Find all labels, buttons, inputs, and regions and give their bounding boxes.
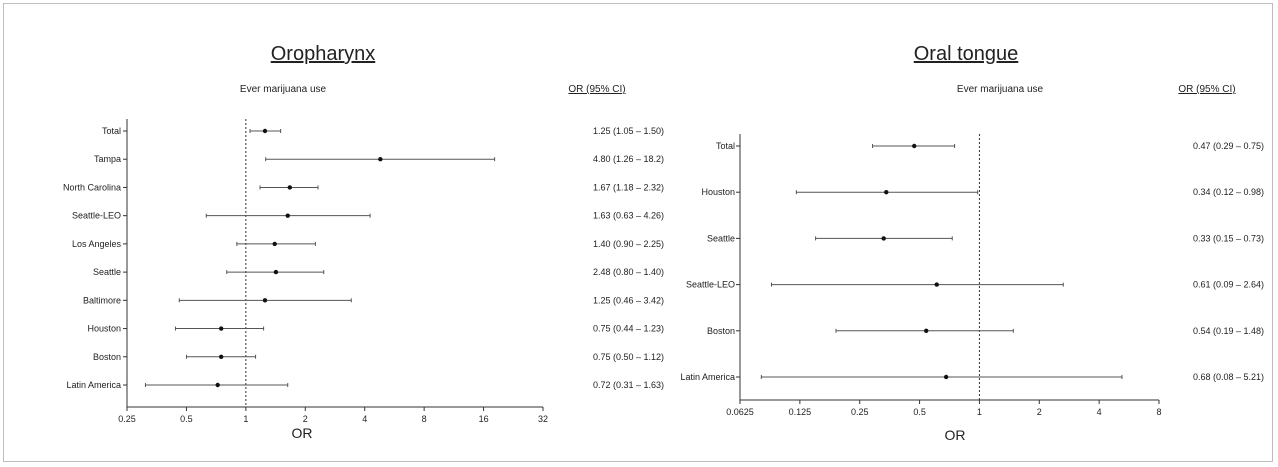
x-tick-label: 2 (1037, 407, 1042, 417)
or-ci-value: 0.54 (0.19 – 1.48) (1193, 326, 1264, 336)
x-tick-label: 1 (243, 414, 248, 424)
plot-area: 0.25 0.5 1 2 4 8 16 32 (118, 119, 548, 424)
x-tick-label: 0.125 (789, 407, 812, 417)
or-ci-value: 0.75 (0.50 – 1.12) (593, 352, 664, 362)
or-ci-column: 1.25 (1.05 – 1.50) 4.80 (1.26 – 18.2) 1.67… (593, 126, 664, 390)
x-tick-label: 4 (362, 414, 367, 424)
or-ci-value: 0.47 (0.29 – 0.75) (1193, 141, 1264, 151)
point-estimate (884, 190, 889, 195)
or-ci-header: OR (95% CI) (1178, 84, 1235, 95)
x-tick-label: 0.5 (180, 414, 193, 424)
category-label: Houston (701, 187, 735, 197)
point-estimate (262, 298, 268, 303)
panel-subtitle: Ever marijuana use (240, 84, 327, 95)
x-axis-label: OR (292, 425, 313, 441)
point-estimate (272, 241, 277, 247)
x-tick-label: 4 (1097, 407, 1102, 417)
or-ci-value: 1.25 (0.46 – 3.42) (593, 295, 664, 305)
point-estimate (218, 354, 224, 359)
or-ci-value: 0.33 (0.15 – 0.73) (1193, 233, 1264, 243)
x-tick-label: 32 (538, 414, 548, 424)
or-ci-value: 0.75 (0.44 – 1.23) (593, 324, 664, 334)
category-label: Seattle (707, 233, 735, 243)
or-ci-value: 0.61 (0.09 – 2.64) (1193, 280, 1264, 290)
point-estimate (215, 382, 220, 388)
point-estimate (287, 185, 293, 190)
x-tick-label: 16 (479, 414, 489, 424)
category-label: Houston (87, 324, 121, 334)
panel-title: Oral tongue (914, 43, 1019, 65)
or-ci-header: OR (95% CI) (568, 84, 625, 95)
x-tick-label: 8 (422, 414, 427, 424)
or-ci-value: 1.63 (0.63 – 4.26) (593, 211, 664, 221)
panel-subtitle: Ever marijuana use (957, 84, 1044, 95)
or-ci-value: 4.80 (1.26 – 18.2) (593, 154, 664, 164)
category-label: Tampa (94, 154, 121, 164)
or-ci-column: 0.47 (0.29 – 0.75) 0.34 (0.12 – 0.98) 0.33… (1193, 141, 1264, 382)
point-estimate (262, 128, 268, 134)
or-ci-value: 1.40 (0.90 – 2.25) (593, 239, 664, 249)
category-label: Seattle-LEO (686, 280, 735, 290)
point-estimate (273, 269, 279, 275)
category-label: Boston (93, 352, 121, 362)
or-ci-value: 0.68 (0.08 – 5.21) (1193, 372, 1264, 382)
category-label: Latin America (66, 380, 121, 390)
category-label: Seattle (93, 267, 121, 277)
point-estimate (378, 157, 383, 162)
oropharynx-panel: Oropharynx Ever marijuana use OR (95% CI… (63, 43, 664, 441)
category-labels: Total Houston Seattle Seattle-LEO Boston Lati… (680, 141, 735, 382)
or-ci-value: 1.67 (1.18 – 2.32) (593, 182, 664, 192)
or-ci-value: 1.25 (1.05 – 1.50) (593, 126, 664, 136)
point-estimate (924, 328, 929, 333)
x-tick-label: 8 (1156, 407, 1161, 417)
category-label: Latin America (680, 372, 735, 382)
category-label: Seattle-LEO (72, 211, 121, 221)
category-label: Total (102, 126, 121, 136)
point-estimate (881, 236, 886, 241)
x-tick-label: 0.0625 (726, 407, 754, 417)
point-estimate (912, 143, 917, 149)
oral-tongue-panel: Oral tongue Ever marijuana use OR (95% C… (680, 43, 1264, 443)
point-estimate (285, 213, 290, 218)
x-tick-label: 2 (303, 414, 308, 424)
x-tick-label: 0.25 (118, 414, 136, 424)
or-ci-value: 0.72 (0.31 – 1.63) (593, 380, 664, 390)
x-tick-label: 0.25 (851, 407, 869, 417)
category-label: Boston (707, 326, 735, 336)
category-labels: Total Tampa North Carolina Seattle-LEO Los A… (63, 126, 122, 390)
point-estimate (934, 282, 939, 287)
panel-title: Oropharynx (271, 43, 376, 65)
category-label: Total (716, 141, 735, 151)
x-tick-label: 1 (977, 407, 982, 417)
x-tick-label: 0.5 (913, 407, 926, 417)
or-ci-value: 0.34 (0.12 – 0.98) (1193, 187, 1264, 197)
point-estimate (943, 374, 949, 380)
point-estimate (218, 326, 224, 331)
category-label: North Carolina (63, 182, 121, 192)
category-label: Baltimore (83, 295, 121, 305)
x-axis-label: OR (945, 427, 966, 443)
category-label: Los Angeles (72, 239, 122, 249)
or-ci-value: 2.48 (0.80 – 1.40) (593, 267, 664, 277)
plot-area: 0.0625 0.125 0.25 0.5 1 2 4 8 (726, 134, 1162, 417)
